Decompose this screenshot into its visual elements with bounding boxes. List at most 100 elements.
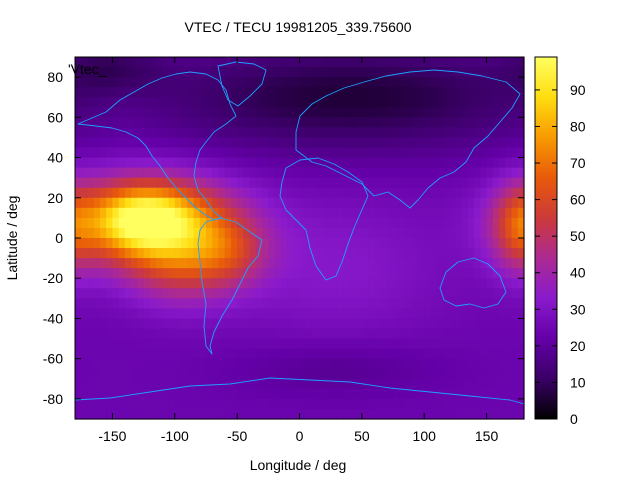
heatmap-cell xyxy=(411,67,419,78)
heatmap-cell xyxy=(230,117,238,128)
heatmap-cell xyxy=(492,207,500,219)
heatmap-cell xyxy=(336,308,344,320)
heatmap-cell xyxy=(424,308,432,320)
heatmap-cell xyxy=(212,368,220,380)
heatmap-cell xyxy=(386,127,394,139)
heatmap-cell xyxy=(168,308,176,320)
heatmap-cell xyxy=(430,97,438,108)
heatmap-cell xyxy=(343,338,350,350)
heatmap-cell xyxy=(343,227,350,239)
heatmap-cell xyxy=(380,147,388,159)
heatmap-cell xyxy=(461,97,469,108)
heatmap-cell xyxy=(118,147,126,159)
heatmap-cell xyxy=(517,398,525,410)
heatmap-cell xyxy=(224,308,232,320)
heatmap-cell xyxy=(336,378,344,390)
heatmap-cell xyxy=(124,207,132,219)
heatmap-cell xyxy=(374,107,382,118)
heatmap-cell xyxy=(75,288,82,299)
heatmap-cell xyxy=(131,348,138,360)
heatmap-cell xyxy=(343,318,350,330)
heatmap-cell xyxy=(311,177,319,189)
heatmap-cell xyxy=(93,227,101,239)
heatmap-cell xyxy=(386,378,394,390)
heatmap-cell xyxy=(343,378,350,390)
heatmap-cell xyxy=(480,97,488,108)
heatmap-cell xyxy=(280,57,288,68)
heatmap-cell xyxy=(324,177,332,189)
heatmap-cell xyxy=(318,338,326,350)
heatmap-cell xyxy=(361,177,369,189)
heatmap-cell xyxy=(417,268,425,279)
heatmap-cell xyxy=(499,97,506,108)
heatmap-cell xyxy=(124,378,132,390)
heatmap-cell xyxy=(75,187,82,199)
heatmap-cell xyxy=(287,258,294,269)
heatmap-cell xyxy=(181,378,188,390)
heatmap-cell xyxy=(280,258,288,269)
heatmap-cell xyxy=(349,167,357,179)
heatmap-cell xyxy=(380,167,388,179)
heatmap-cell xyxy=(474,298,481,309)
heatmap-cell xyxy=(486,388,494,400)
heatmap-cell xyxy=(299,298,307,309)
heatmap-cell xyxy=(411,388,419,400)
heatmap-cell xyxy=(218,147,226,159)
heatmap-cell xyxy=(112,238,120,249)
heatmap-cell xyxy=(293,107,301,118)
heatmap-cell xyxy=(124,107,132,118)
heatmap-cell xyxy=(218,157,226,169)
heatmap-cell xyxy=(336,57,344,68)
heatmap-cell xyxy=(131,288,138,299)
heatmap-cell xyxy=(305,248,313,259)
heatmap-cell xyxy=(280,308,288,320)
heatmap-cell xyxy=(81,278,89,289)
heatmap-cell xyxy=(199,358,207,370)
heatmap-cell xyxy=(87,67,95,78)
heatmap-cell xyxy=(124,288,132,299)
heatmap-cell xyxy=(230,388,238,400)
heatmap-cell xyxy=(249,358,257,370)
heatmap-cell xyxy=(249,288,257,299)
heatmap-cell xyxy=(517,207,525,219)
heatmap-cell xyxy=(93,388,101,400)
heatmap-cell xyxy=(368,238,375,249)
heatmap-cell xyxy=(336,338,344,350)
heatmap-cell xyxy=(324,87,332,98)
heatmap-cell xyxy=(218,207,226,219)
heatmap-cell xyxy=(262,77,269,88)
heatmap-cell xyxy=(511,107,519,118)
heatmap-cell xyxy=(449,278,457,289)
heatmap-cell xyxy=(442,358,450,370)
heatmap-cell xyxy=(399,248,407,259)
heatmap-cell xyxy=(81,338,89,350)
heatmap-cell xyxy=(193,328,201,340)
heatmap-cell xyxy=(455,77,463,88)
heatmap-cell xyxy=(455,97,463,108)
heatmap-cell xyxy=(349,328,357,340)
heatmap-cell xyxy=(330,298,338,309)
heatmap-cell xyxy=(87,177,95,189)
heatmap-cell xyxy=(287,117,294,128)
heatmap-cell xyxy=(499,117,506,128)
heatmap-cell xyxy=(249,388,257,400)
heatmap-cell xyxy=(380,288,388,299)
heatmap-cell xyxy=(280,217,288,229)
heatmap-cell xyxy=(112,378,120,390)
heatmap-cell xyxy=(287,207,294,219)
heatmap-cell xyxy=(75,97,82,108)
heatmap-cell xyxy=(299,388,307,400)
heatmap-cell xyxy=(93,167,101,179)
heatmap-cell xyxy=(299,288,307,299)
heatmap-cell xyxy=(274,348,282,360)
heatmap-cell xyxy=(137,278,145,289)
heatmap-cell xyxy=(368,147,375,159)
heatmap-cell xyxy=(112,157,120,169)
heatmap-cell xyxy=(112,358,120,370)
heatmap-cell xyxy=(380,177,388,189)
heatmap-cell xyxy=(131,248,138,259)
heatmap-cell xyxy=(224,248,232,259)
heatmap-cell xyxy=(118,318,126,330)
heatmap-cell xyxy=(81,248,89,259)
